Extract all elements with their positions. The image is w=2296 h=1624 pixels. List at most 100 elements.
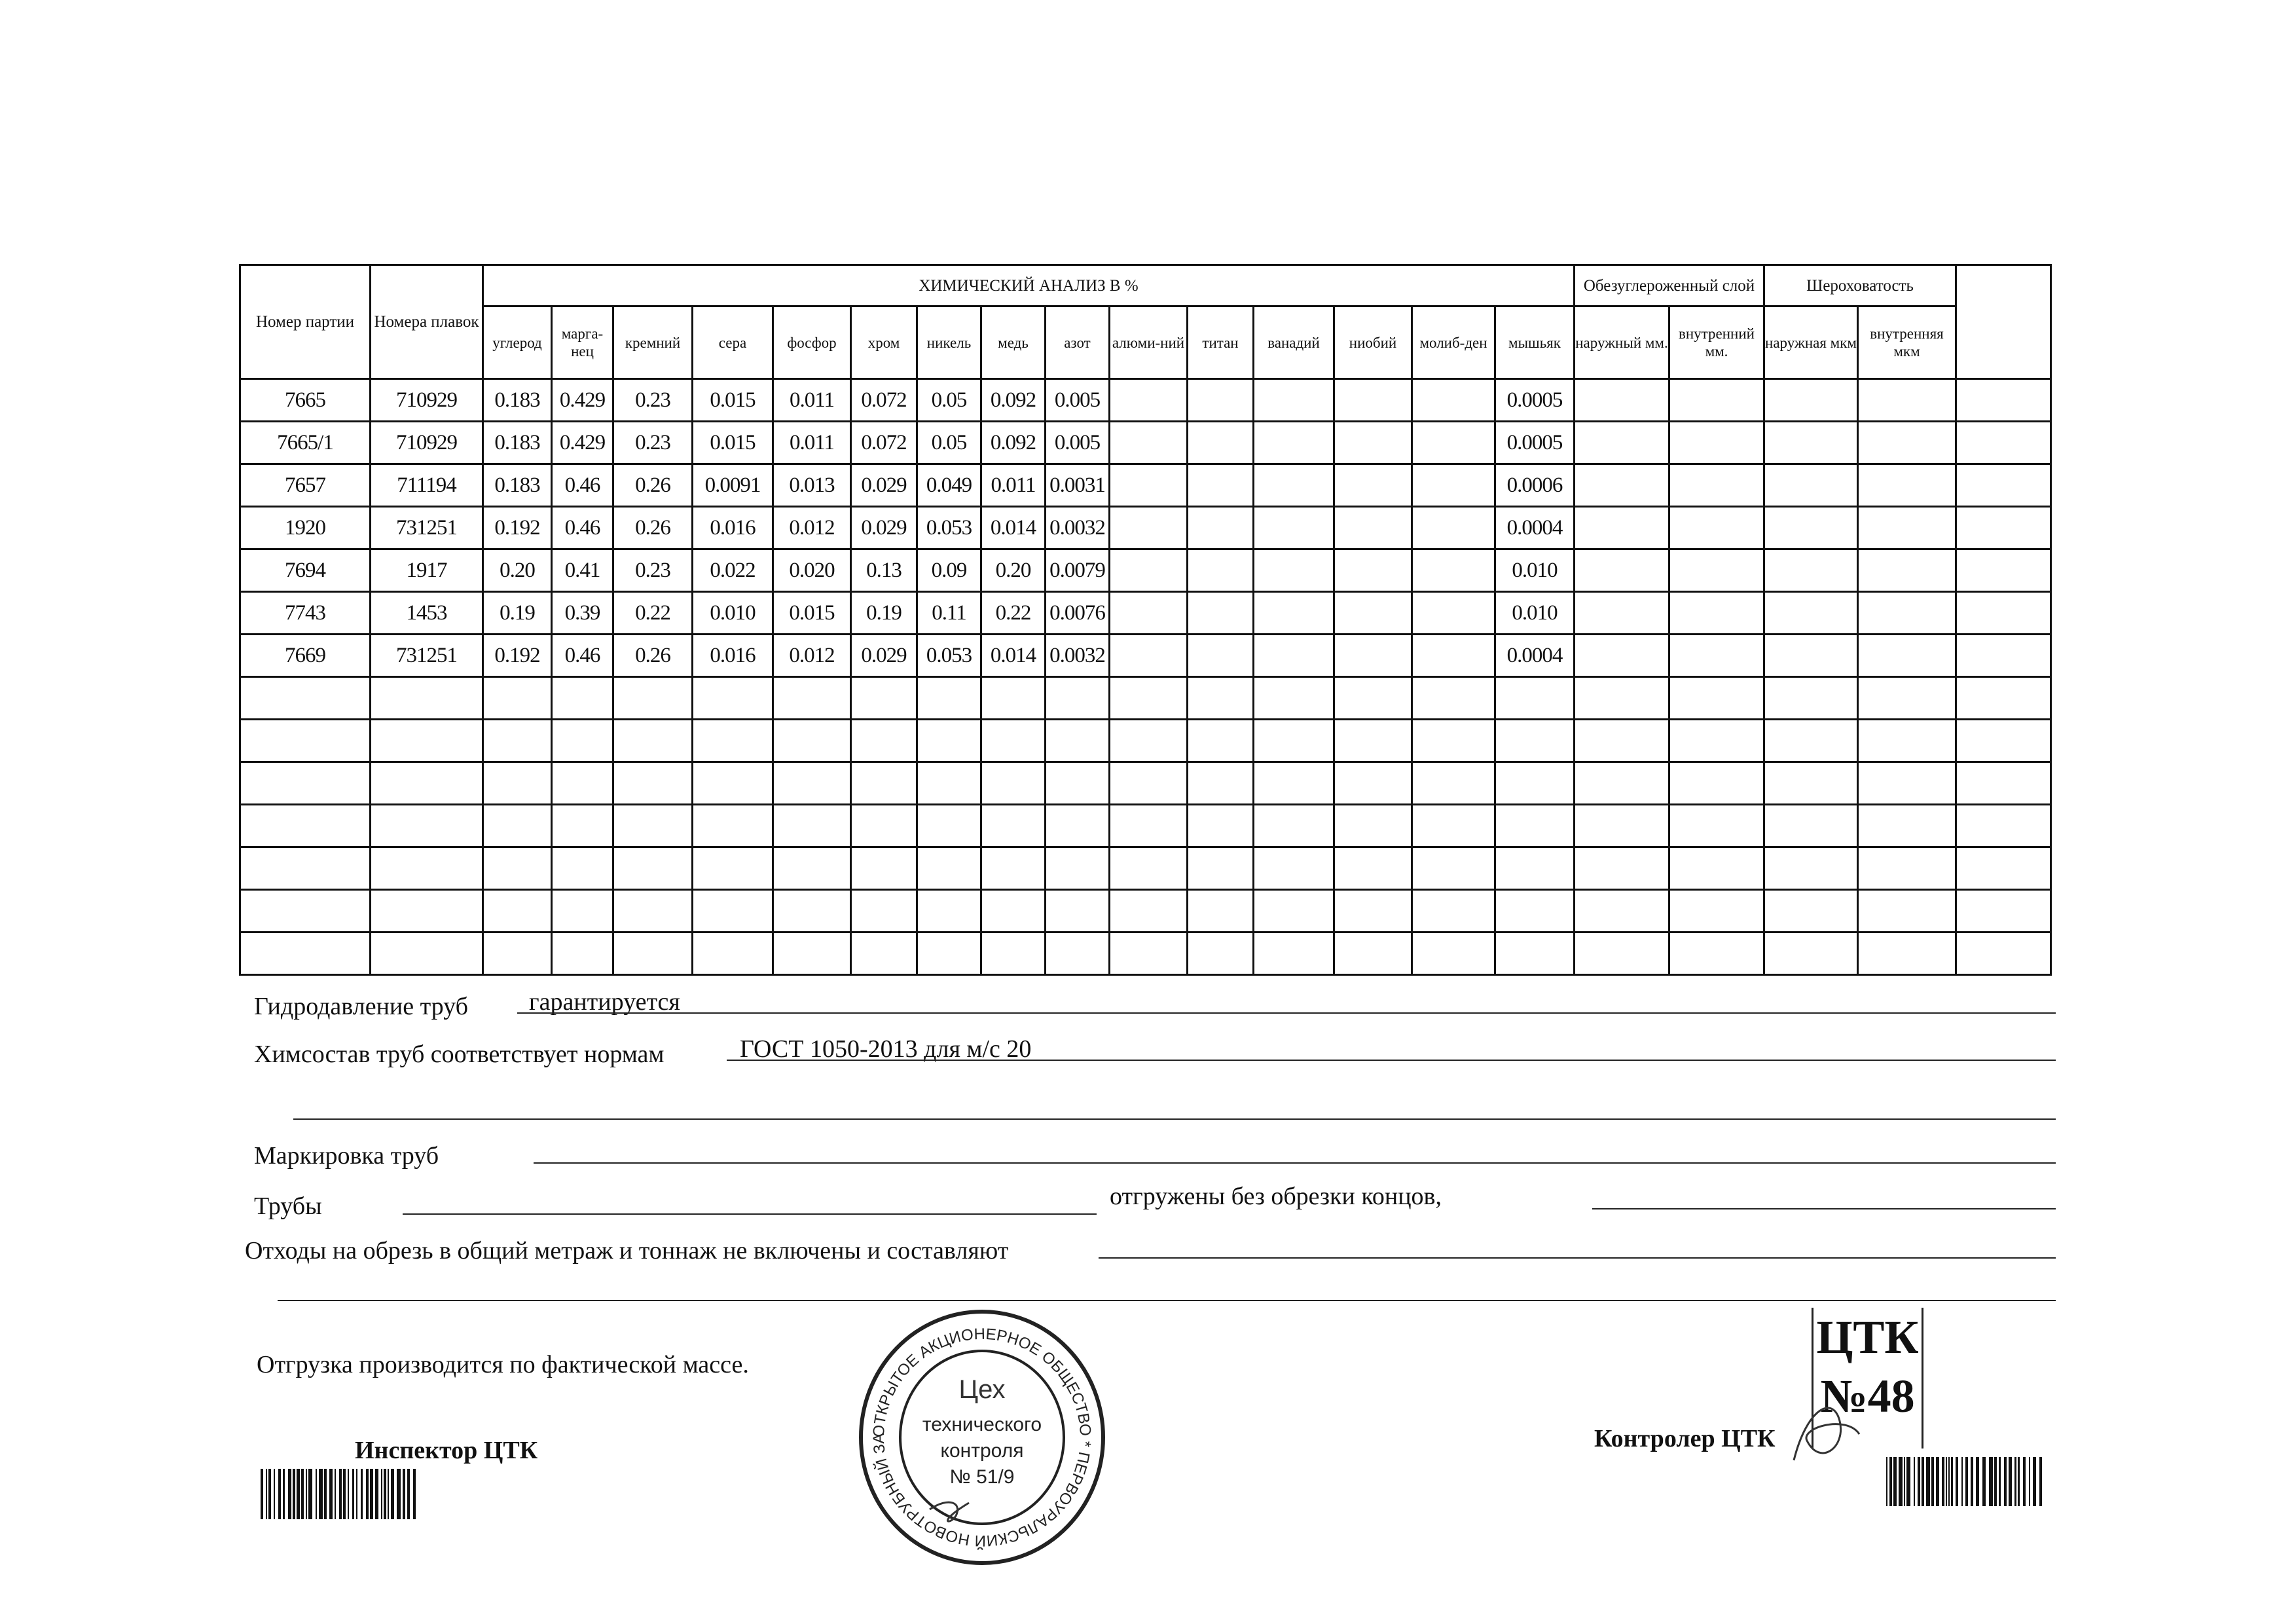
barcode-bar xyxy=(339,1469,342,1519)
table-cell xyxy=(1763,846,1859,891)
table-cell: 0.0076 xyxy=(1044,591,1110,635)
table-row: 7694 1917 0.20 0.41 0.23 0.022 0.020 0.13 0.09 0.… xyxy=(239,548,2052,593)
table-cell: 1920 xyxy=(239,506,371,550)
table-cell xyxy=(1411,506,1496,550)
table-cell xyxy=(916,803,982,848)
barcode-bar xyxy=(1926,1457,1930,1506)
table-cell xyxy=(551,846,614,891)
pipes-line xyxy=(403,1213,1097,1215)
table-cell xyxy=(1763,591,1859,635)
table-cell xyxy=(980,889,1046,933)
table-cell xyxy=(1857,548,1957,593)
table-cell xyxy=(551,761,614,805)
table-cell xyxy=(1186,931,1254,976)
table-cell xyxy=(1333,548,1413,593)
table-cell xyxy=(1573,846,1670,891)
table-cell xyxy=(1573,889,1670,933)
table-cell xyxy=(691,889,774,933)
table-cell xyxy=(482,889,553,933)
hydro-value: гарантируется xyxy=(529,988,680,1016)
table-cell xyxy=(1857,463,1957,507)
table-cell: 0.11 xyxy=(916,591,982,635)
table-cell xyxy=(1252,846,1335,891)
table-cell xyxy=(612,931,693,976)
table-cell: 0.072 xyxy=(850,420,918,465)
table-cell xyxy=(850,676,918,720)
empty-table-row xyxy=(239,676,2052,720)
barcode-bar xyxy=(407,1469,410,1519)
table-cell: 0.049 xyxy=(916,463,982,507)
table-cell xyxy=(1763,761,1859,805)
barcode-bar xyxy=(1914,1457,1915,1506)
table-cell xyxy=(916,846,982,891)
table-cell xyxy=(772,846,852,891)
table-cell: 0.0032 xyxy=(1044,633,1110,678)
table-cell xyxy=(1411,463,1496,507)
barcode-bar xyxy=(261,1469,263,1519)
column-header: мышьяк xyxy=(1494,305,1575,380)
controller-label: Контролер ЦТК xyxy=(1594,1425,1776,1452)
barcode-bar xyxy=(1946,1457,1947,1506)
table-cell xyxy=(916,761,982,805)
barcode-bar xyxy=(2014,1457,2016,1506)
table-cell: 0.09 xyxy=(916,548,982,593)
table-cell xyxy=(1668,548,1765,593)
table-cell: 0.014 xyxy=(980,633,1046,678)
controller-signature xyxy=(1793,1407,1861,1461)
barcode-bar xyxy=(1886,1457,1887,1506)
barcode-bar xyxy=(375,1469,378,1519)
table-cell: 0.26 xyxy=(612,506,693,550)
barcode-bar xyxy=(1994,1457,1997,1506)
table-cell xyxy=(239,931,371,976)
table-cell xyxy=(1955,718,2052,763)
table-cell xyxy=(1186,889,1254,933)
table-cell: 0.016 xyxy=(691,506,774,550)
header-party-number: Номер партии xyxy=(239,264,371,380)
table-cell xyxy=(239,889,371,933)
chem-line xyxy=(727,1060,2056,1061)
column-header: сера xyxy=(691,305,774,380)
table-cell: 0.005 xyxy=(1044,420,1110,465)
column-header: хром xyxy=(850,305,918,380)
table-cell xyxy=(850,846,918,891)
table-cell xyxy=(1573,420,1670,465)
table-cell xyxy=(1044,846,1110,891)
table-cell: 0.23 xyxy=(612,420,693,465)
table-cell xyxy=(1108,378,1188,422)
table-cell xyxy=(691,718,774,763)
waste-label: Отходы на обрезь в общий метраж и тоннаж… xyxy=(245,1237,1009,1264)
table-cell xyxy=(1252,420,1335,465)
table-cell xyxy=(1494,846,1575,891)
table-cell: 0.013 xyxy=(772,463,852,507)
table-cell xyxy=(1186,463,1254,507)
table-cell: 7665/1 xyxy=(239,420,371,465)
table-cell xyxy=(691,761,774,805)
inspector-label: Инспектор ЦТК xyxy=(355,1437,538,1464)
table-cell: 0.0079 xyxy=(1044,548,1110,593)
header-chemical-analysis: ХИМИЧЕСКИЙ АНАЛИЗ В % xyxy=(482,264,1575,307)
table-cell xyxy=(612,889,693,933)
chem-line-2 xyxy=(293,1118,2056,1120)
table-cell xyxy=(1108,931,1188,976)
table-cell xyxy=(1186,846,1254,891)
table-cell xyxy=(1857,420,1957,465)
table-cell: 0.012 xyxy=(772,506,852,550)
table-cell: 0.015 xyxy=(691,378,774,422)
table-cell xyxy=(1955,378,2052,422)
table-row: 7669 731251 0.192 0.46 0.26 0.016 0.012 0.029 0.… xyxy=(239,633,2052,678)
table-cell xyxy=(612,718,693,763)
header-decarburized-layer: Обезуглероженный слой xyxy=(1573,264,1765,307)
table-cell xyxy=(369,846,484,891)
table-cell xyxy=(1108,506,1188,550)
table-cell xyxy=(1857,846,1957,891)
table-cell: 0.014 xyxy=(980,506,1046,550)
table-cell xyxy=(1411,718,1496,763)
seal-line-4: № 51/9 xyxy=(950,1466,1015,1488)
table-cell xyxy=(1573,761,1670,805)
barcode-bar xyxy=(361,1469,363,1519)
barcode-bar xyxy=(293,1469,295,1519)
barcode-bar xyxy=(1931,1457,1934,1506)
table-cell xyxy=(551,931,614,976)
column-header: марга-нец xyxy=(551,305,614,380)
barcode-bar xyxy=(335,1469,336,1519)
